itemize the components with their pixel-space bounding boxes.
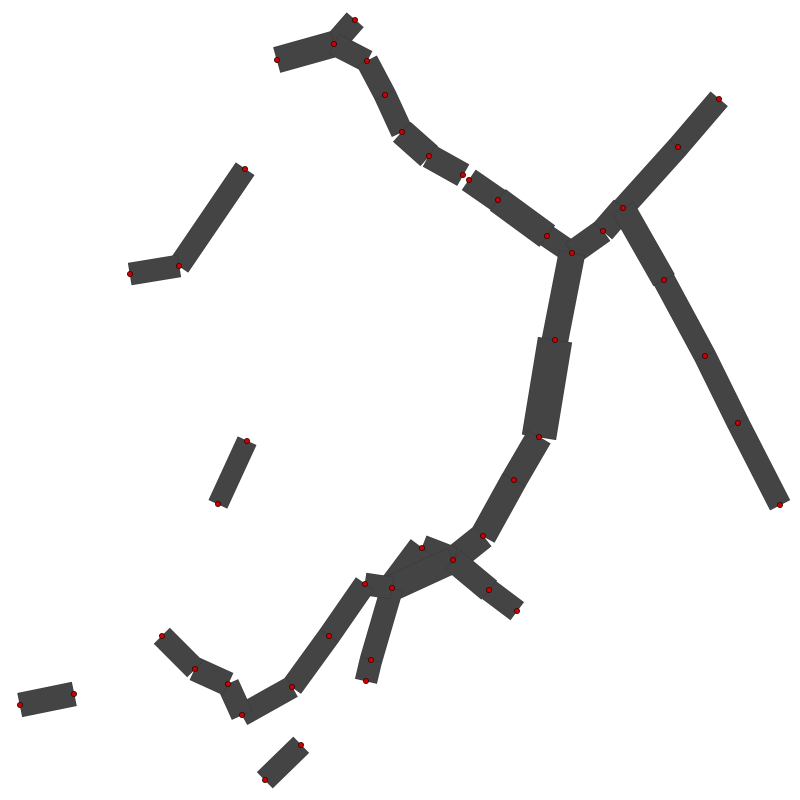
node-36 <box>224 681 231 688</box>
segment-17 <box>694 350 749 429</box>
node-23 <box>510 476 517 483</box>
node-38 <box>158 633 165 640</box>
node-44 <box>71 691 78 698</box>
segment-27 <box>444 550 498 600</box>
node-22 <box>536 433 543 440</box>
segment-2 <box>273 31 338 73</box>
segment-7 <box>422 145 470 186</box>
segment-18 <box>727 417 791 511</box>
node-41 <box>127 270 134 277</box>
segment-3 <box>328 33 373 72</box>
node-30 <box>367 657 374 664</box>
node-20 <box>777 501 784 508</box>
node-27 <box>388 585 395 592</box>
segment-22 <box>471 473 526 543</box>
segment-40 <box>208 436 257 509</box>
segment-36 <box>189 657 234 696</box>
node-4 <box>363 58 370 65</box>
node-11 <box>544 232 551 239</box>
segment-4 <box>356 55 396 101</box>
node-42 <box>243 437 250 444</box>
node-12 <box>569 249 576 256</box>
node-33 <box>325 633 332 640</box>
node-7 <box>425 152 432 159</box>
node-layer <box>16 16 784 784</box>
node-17 <box>661 276 668 283</box>
node-16 <box>716 96 723 103</box>
segment-34 <box>236 676 298 726</box>
node-24 <box>479 533 486 540</box>
node-39 <box>241 165 248 172</box>
node-31 <box>362 678 369 685</box>
segment-42 <box>256 736 310 789</box>
node-32 <box>361 581 368 588</box>
node-18 <box>702 352 709 359</box>
segment-layer <box>17 12 791 789</box>
segment-37 <box>153 627 204 678</box>
node-47 <box>261 777 268 784</box>
node-10 <box>494 196 501 203</box>
node-45 <box>16 702 23 709</box>
node-43 <box>214 500 221 507</box>
node-34 <box>288 684 295 691</box>
node-29 <box>514 608 521 615</box>
node-26 <box>418 545 425 552</box>
node-6 <box>398 128 405 135</box>
node-46 <box>297 742 304 749</box>
node-21 <box>552 336 559 343</box>
node-28 <box>485 587 492 594</box>
node-37 <box>191 666 198 673</box>
segment-32 <box>319 577 375 643</box>
segment-41 <box>17 681 77 718</box>
node-14 <box>620 204 627 211</box>
node-25 <box>449 557 456 564</box>
node-35 <box>238 712 245 719</box>
segment-30 <box>354 657 383 684</box>
node-2 <box>330 41 337 48</box>
segment-19 <box>541 250 586 343</box>
segment-20 <box>521 336 573 441</box>
segment-16 <box>653 274 716 362</box>
node-13 <box>600 227 607 234</box>
segment-8 <box>461 169 506 211</box>
node-8 <box>459 171 466 178</box>
segment-9 <box>489 189 556 247</box>
node-9 <box>465 176 472 183</box>
segment-28 <box>481 580 525 621</box>
node-19 <box>735 419 742 426</box>
node-15 <box>675 143 682 150</box>
node-1 <box>351 16 358 23</box>
segment-14 <box>669 91 728 155</box>
segment-33 <box>282 629 339 694</box>
segment-15 <box>612 201 675 287</box>
node-5 <box>381 92 388 99</box>
segment-39 <box>127 254 182 286</box>
segment-13 <box>614 139 687 216</box>
segment-38 <box>169 162 255 273</box>
node-3 <box>273 57 280 64</box>
node-40 <box>175 262 182 269</box>
